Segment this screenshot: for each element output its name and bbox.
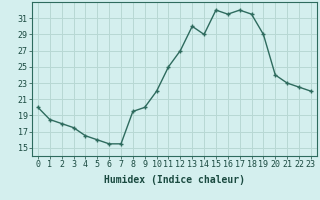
X-axis label: Humidex (Indice chaleur): Humidex (Indice chaleur)	[104, 175, 245, 185]
